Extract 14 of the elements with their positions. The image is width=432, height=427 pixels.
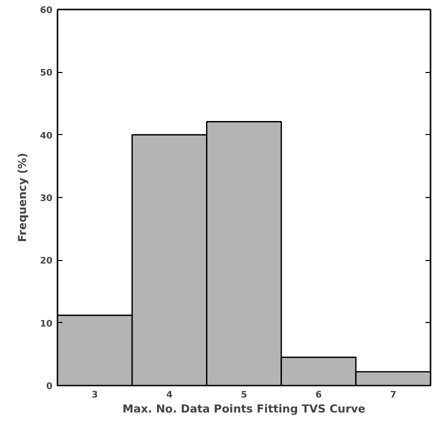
y-tick-label: 30 [40, 194, 53, 204]
y-tick-label: 10 [40, 319, 53, 330]
x-tick-label: 6 [315, 390, 322, 400]
x-tick-label: 5 [240, 390, 248, 400]
x-tick-label: 4 [166, 390, 173, 400]
y-tick-label: 0 [46, 382, 53, 392]
y-tick-label: 40 [40, 131, 53, 142]
y-tick-label: 20 [40, 256, 53, 267]
y-tick-label: 50 [40, 68, 53, 79]
x-tick-label: 7 [390, 390, 396, 400]
x-tick-label: 3 [92, 390, 98, 400]
y-axis-title: Frequency (%) [16, 152, 29, 242]
y-tick-label: 60 [40, 6, 53, 16]
x-axis-title: Max. No. Data Points Fitting TVS Curve [122, 402, 366, 416]
